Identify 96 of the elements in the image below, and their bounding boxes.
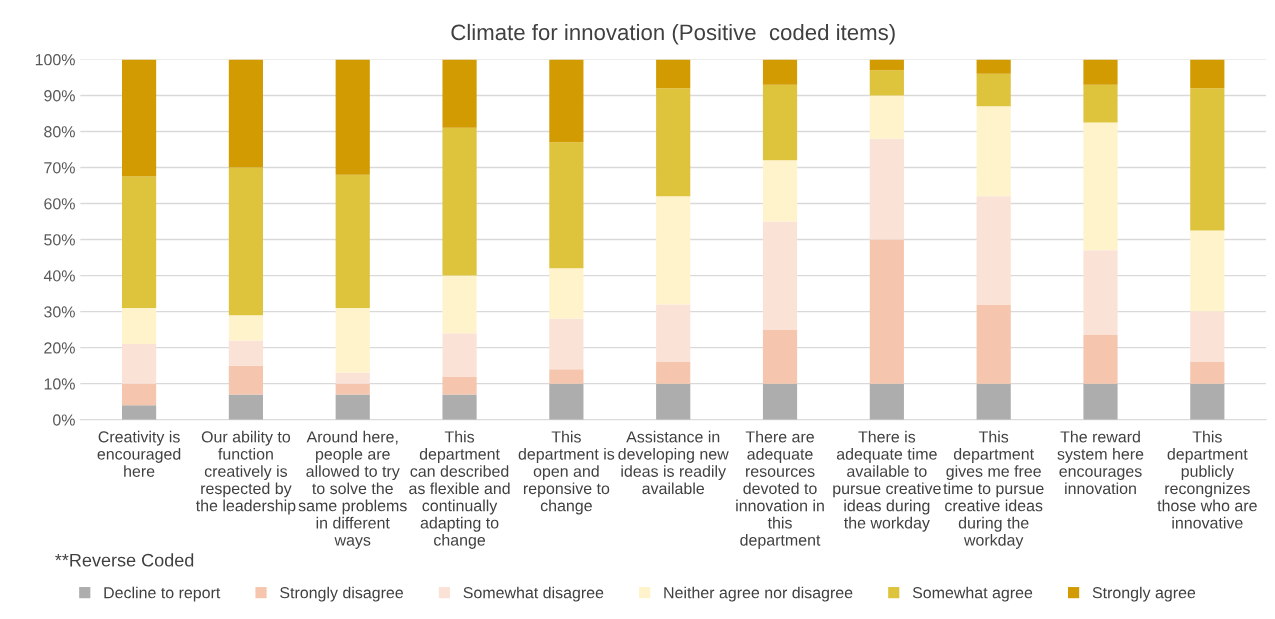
y-tick-label: 100% [35, 54, 75, 66]
bar [442, 333, 477, 377]
bar [1083, 122, 1118, 251]
bar [656, 196, 691, 305]
bar [976, 196, 1011, 305]
bar [549, 268, 584, 319]
bar [549, 369, 584, 384]
x-tick-label: Our ability to function creatively is respected by the leadership [195, 430, 296, 515]
bar [549, 142, 584, 269]
y-tick-label: 30% [44, 306, 75, 318]
bar [656, 362, 691, 384]
bar [1190, 230, 1225, 312]
bar [762, 383, 798, 420]
bar [1190, 362, 1225, 384]
bar [762, 84, 798, 161]
bar [335, 383, 370, 395]
x-tick-label: This department is open and reponsive to change [518, 430, 615, 515]
y-tick-label: 20% [44, 342, 75, 354]
bar [869, 383, 904, 420]
legend-label: Somewhat agree [912, 586, 1033, 602]
bar [1190, 311, 1225, 363]
bar [976, 59, 1011, 74]
bar [656, 88, 691, 197]
bar [869, 138, 904, 240]
x-tick-label: The reward system here encourages innovation [1057, 430, 1144, 495]
bar [1190, 383, 1225, 420]
bar [549, 318, 584, 370]
bar [121, 308, 157, 345]
bar [656, 383, 691, 420]
chart-title: Climate for innovation (Positive coded items) [451, 23, 895, 45]
bar [1083, 250, 1118, 336]
bar [442, 275, 477, 334]
bar [1083, 383, 1118, 420]
bar [1083, 335, 1118, 384]
y-tick-label: 60% [44, 198, 75, 210]
bar [121, 405, 157, 420]
x-tick-label: There is adequate time available to pursue creative ideas during the workday [833, 430, 941, 532]
x-tick-label: Assistance in developing new ideas is readily available [618, 430, 729, 495]
bar [121, 383, 157, 406]
bar [335, 59, 370, 175]
text: **Reverse Coded [55, 553, 194, 567]
x-tick-label: Creativity is encouraged here [97, 430, 181, 477]
bar [335, 394, 370, 420]
y-tick-label: 40% [43, 270, 75, 282]
y-tick-label: 80% [44, 126, 75, 138]
bar [976, 106, 1011, 197]
x-tick-label: Around here, people are allowed to try to solve the same problems in different ways [298, 430, 407, 549]
bar [549, 383, 584, 420]
bar [228, 167, 263, 316]
x-tick-label: There are adequate resources devoted to innovation in this department [736, 430, 824, 549]
bar [656, 59, 691, 89]
x-tick-label: This department publicly recongnizes those who are innovative [1157, 430, 1257, 529]
bar [335, 372, 370, 384]
y-tick-label: 10% [44, 378, 75, 390]
bar [1083, 84, 1118, 123]
bar [869, 239, 904, 384]
y-tick-label: 90% [44, 90, 75, 102]
bar [228, 340, 263, 366]
bar [762, 160, 798, 222]
bar [1083, 59, 1118, 85]
bar [1190, 88, 1225, 231]
bar [335, 174, 370, 308]
bar [442, 376, 477, 395]
bar [656, 304, 691, 363]
y-tick-label: 50% [44, 234, 75, 246]
legend-label: Decline to report [104, 586, 221, 602]
bar [121, 59, 157, 177]
bar [762, 59, 798, 85]
bar [976, 304, 1011, 384]
bar [121, 344, 157, 384]
y-tick-label: 0% [53, 414, 75, 426]
bar [976, 73, 1011, 107]
bar [228, 365, 263, 395]
bar [762, 329, 798, 384]
bar [869, 95, 904, 139]
x-tick-label: This department can described as flexible and continually adapting to change [409, 430, 510, 549]
bar [442, 59, 477, 128]
bar [442, 127, 477, 276]
bar [869, 70, 904, 96]
legend-label: Strongly agree [1092, 586, 1196, 602]
legend-label: Neither agree nor disagree [664, 586, 853, 602]
bar [976, 383, 1011, 420]
bar [869, 59, 904, 71]
bar [335, 308, 370, 373]
y-tick-label: 70% [44, 162, 75, 174]
x-tick-label: This department gives me free time to pursue creative ideas during the workday [943, 430, 1044, 549]
bar [762, 221, 798, 330]
legend-label: Strongly disagree [280, 586, 403, 602]
bar [228, 315, 263, 341]
bar [228, 394, 263, 420]
bar [442, 394, 477, 420]
bar [228, 59, 263, 168]
bar [1190, 59, 1225, 89]
legend-label: Somewhat disagree [463, 586, 604, 602]
bar [121, 176, 157, 308]
bar [549, 59, 584, 143]
